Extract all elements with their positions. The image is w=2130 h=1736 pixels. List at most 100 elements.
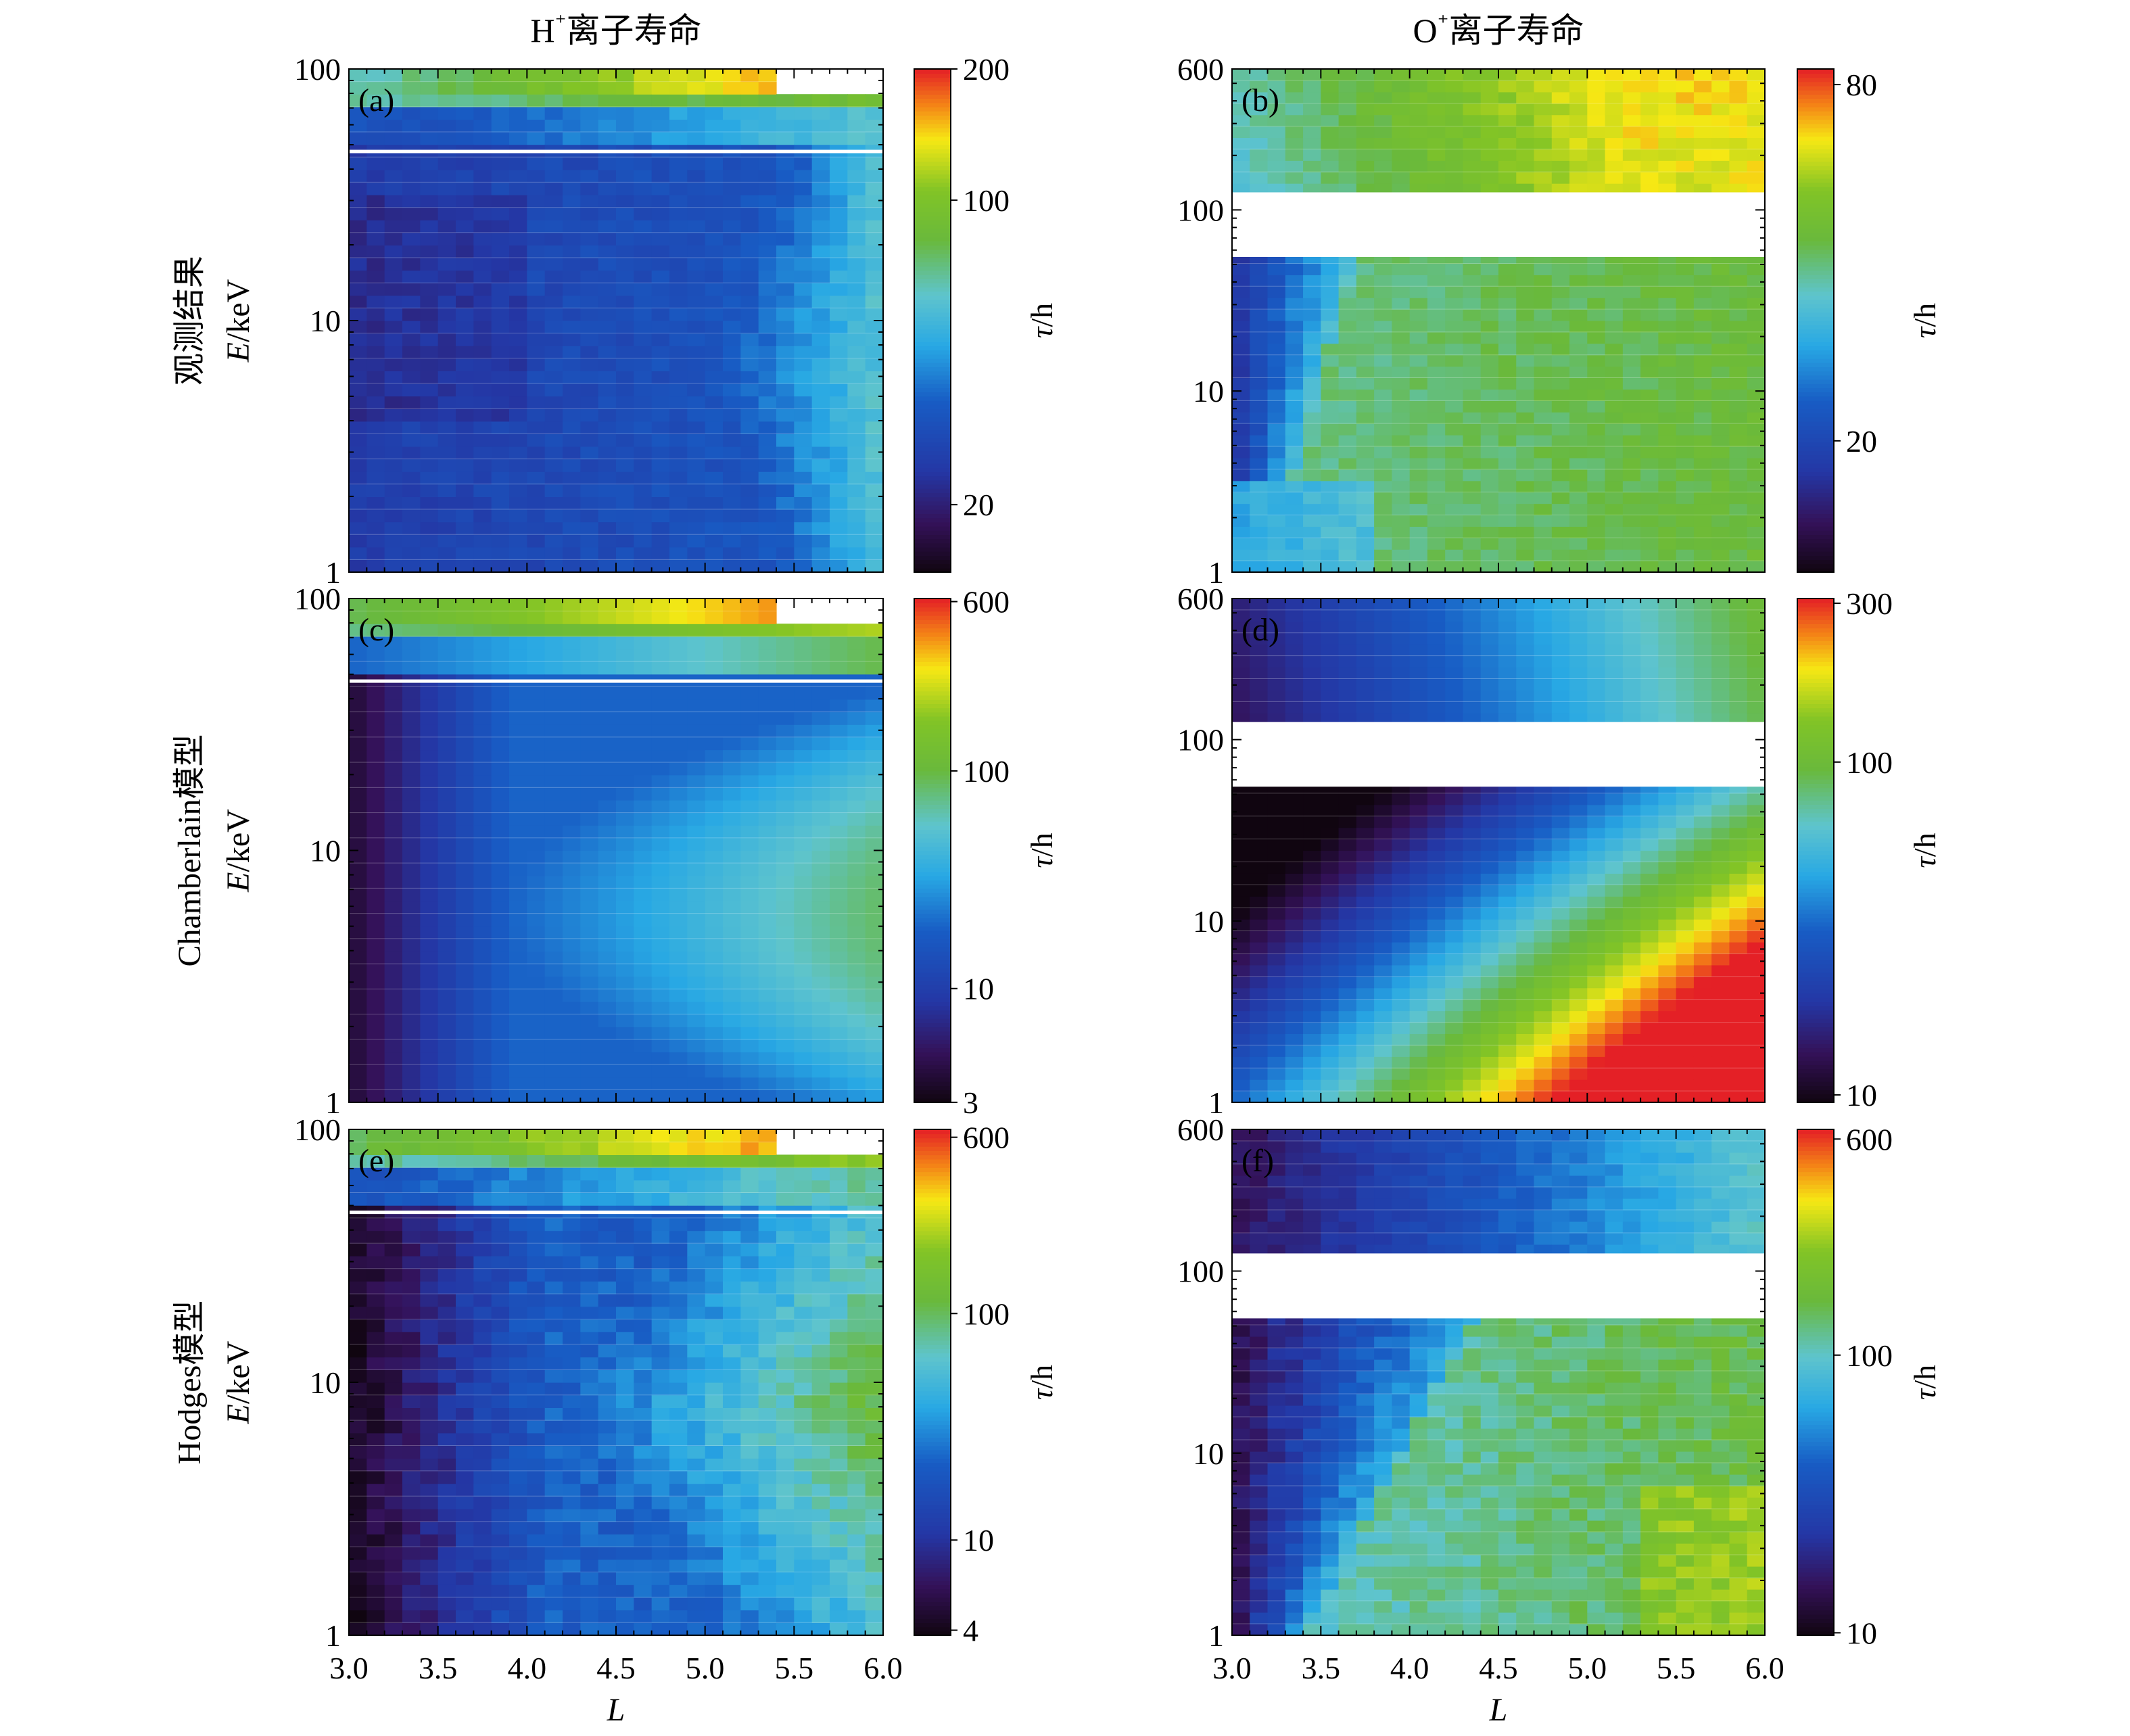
colorbar-segment (914, 628, 951, 633)
heatmap-cell (847, 1039, 866, 1053)
heatmap-cell (1267, 457, 1286, 470)
heatmap-cell (437, 371, 456, 384)
heatmap-cell (1605, 343, 1624, 356)
colorbar-segment (1797, 253, 1834, 258)
heatmap-cell (1267, 632, 1286, 645)
colorbar-segment (914, 283, 951, 288)
heatmap-cell (1409, 343, 1428, 356)
heatmap-cell (1498, 953, 1517, 966)
heatmap-cell (473, 686, 492, 700)
heatmap-cell (865, 295, 884, 308)
colorbar-segment (914, 148, 951, 154)
heatmap-cell (1285, 561, 1304, 573)
heatmap-cell (1445, 80, 1464, 93)
heatmap-cell (402, 964, 421, 977)
heatmap-cell (580, 749, 599, 763)
heatmap-cell (1622, 183, 1641, 195)
heatmap-cell (669, 837, 688, 851)
heatmap-cell (776, 182, 795, 195)
heatmap-cell (1534, 377, 1553, 390)
heatmap-cell (366, 989, 385, 1002)
heatmap-cell (1267, 999, 1286, 1012)
heatmap-cell (1445, 515, 1464, 527)
heatmap-cell (616, 295, 634, 308)
heatmap-cell (509, 1014, 527, 1027)
heatmap-cell (598, 283, 617, 296)
heatmap-cell (669, 433, 688, 447)
colorbar-segment (914, 1002, 951, 1007)
heatmap-cell (384, 1039, 403, 1053)
colorbar-segment (914, 770, 951, 776)
colorbar-segment (914, 926, 951, 931)
heatmap-cell (1569, 286, 1588, 298)
heatmap-cell (509, 132, 527, 145)
heatmap-cell (1303, 896, 1321, 908)
heatmap-cell (758, 295, 777, 308)
heatmap-cell (1356, 561, 1375, 573)
heatmap-cell (1676, 526, 1695, 538)
colorbar-segment (914, 741, 951, 747)
heatmap-cell (1640, 149, 1659, 161)
heatmap-cell (705, 346, 724, 359)
heatmap-cell (1338, 1022, 1357, 1035)
heatmap-cell (1747, 331, 1766, 344)
colorbar-segment (914, 661, 951, 667)
colorbar-segment (914, 1060, 951, 1065)
heatmap-cell (1392, 953, 1411, 966)
heatmap-cell (1250, 160, 1269, 172)
heatmap-cell (830, 913, 848, 926)
heatmap-cell (1427, 503, 1446, 516)
colorbar-segment (914, 115, 951, 120)
heatmap-cell (1250, 862, 1269, 874)
colorbar-segment (1797, 454, 1834, 460)
heatmap-cell (634, 800, 653, 814)
heatmap-cell (651, 106, 670, 120)
heatmap-cell (1250, 690, 1269, 702)
heatmap-cell (1409, 446, 1428, 459)
heatmap-cell (366, 624, 385, 637)
heatmap-cell (1463, 827, 1482, 840)
heatmap-cell (1463, 389, 1482, 401)
colorbar-segment (914, 837, 951, 843)
heatmap-cell (1445, 331, 1464, 344)
heatmap-cell (544, 624, 563, 637)
heatmap-cell (598, 346, 617, 359)
heatmap-cell (1285, 655, 1304, 668)
heatmap-cell (1321, 172, 1340, 184)
heatmap-cell (456, 321, 474, 334)
heatmap-cell (705, 850, 724, 864)
heatmap-cell (527, 207, 546, 220)
heatmap-cell (580, 308, 599, 321)
heatmap-cell (420, 964, 439, 977)
heatmap-cell (1232, 298, 1250, 310)
heatmap-cell (437, 346, 456, 359)
heatmap-cell (1232, 137, 1250, 149)
heatmap-cell (705, 800, 724, 814)
heatmap-cell (723, 245, 741, 258)
heatmap-cell (740, 724, 759, 738)
heatmap-cell (1569, 126, 1588, 139)
heatmap-cell (1250, 793, 1269, 805)
heatmap-cell (580, 433, 599, 447)
heatmap-cell (384, 534, 403, 548)
heatmap-cell (1392, 114, 1411, 127)
heatmap-cell (1516, 275, 1535, 287)
heatmap-cell (634, 699, 653, 713)
heatmap-cell (1551, 103, 1570, 116)
heatmap-cell (1267, 149, 1286, 161)
heatmap-cell (847, 195, 866, 208)
colorbar-segment (1797, 400, 1834, 405)
heatmap-cell (437, 1002, 456, 1015)
heatmap-cell (1303, 885, 1321, 897)
heatmap-cell (1747, 457, 1766, 470)
colorbar-segment (1797, 471, 1834, 477)
heatmap-cell (1747, 137, 1766, 149)
heatmap-cell (402, 283, 421, 296)
heatmap-cell (830, 812, 848, 826)
heatmap-cell (616, 749, 634, 763)
heatmap-cell (1374, 354, 1392, 367)
heatmap-cell (1267, 446, 1286, 459)
heatmap-cell (580, 521, 599, 535)
heatmap-cell (1729, 515, 1748, 527)
